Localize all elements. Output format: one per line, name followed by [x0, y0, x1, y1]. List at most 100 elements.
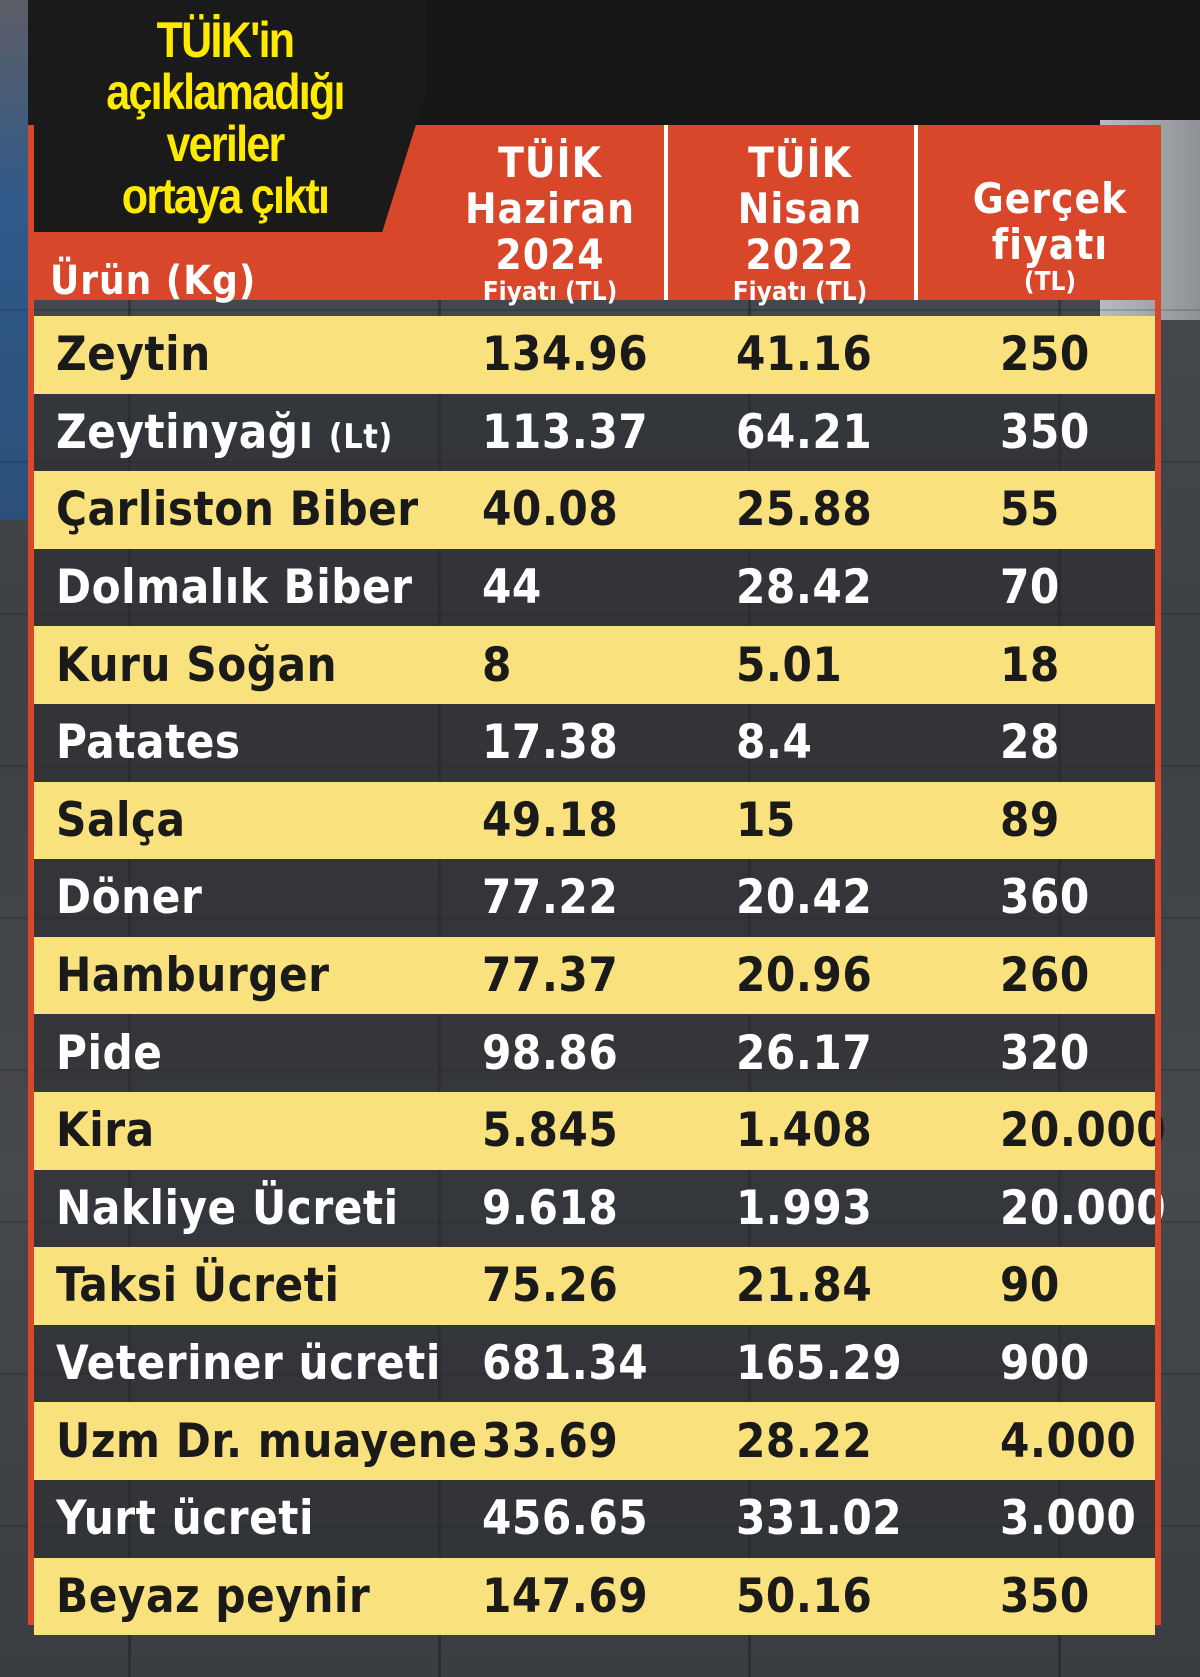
- col-head-line: fiyatı: [991, 220, 1109, 269]
- column-header-product: Ürün (Kg): [50, 258, 257, 304]
- table-row: Döner 77.22 20.42 360: [34, 859, 1155, 937]
- product-name: Zeytin: [56, 327, 211, 383]
- product-name: Yurt ücreti: [56, 1491, 315, 1547]
- column-header-real-price: Gerçek fiyatı (TL): [930, 174, 1170, 297]
- price-real: 260: [1000, 948, 1090, 1004]
- price-tuik-2024: 134.96: [482, 327, 649, 383]
- product-name: Nakliye Ücreti: [56, 1180, 399, 1236]
- headline-line-4: ortaya çıktı: [121, 168, 330, 224]
- column-divider: [914, 125, 918, 300]
- price-tuik-2024: 75.26: [482, 1258, 619, 1314]
- price-tuik-2022: 1.408: [736, 1103, 873, 1159]
- price-tuik-2022: 28.42: [736, 560, 873, 616]
- title-panel: [28, 0, 426, 232]
- col-head-line: TÜİK: [748, 138, 852, 187]
- col-head-line: 2024: [495, 230, 605, 279]
- price-tuik-2022: 5.01: [736, 637, 843, 693]
- table-row: Nakliye Ücreti 9.618 1.993 20.000: [34, 1169, 1166, 1248]
- col-head-line: Gerçek: [972, 174, 1128, 223]
- product-name: Veteriner ücreti: [56, 1336, 441, 1392]
- table-row: Salça 49.18 15 89: [34, 781, 1155, 860]
- headline-line-3: veriler: [166, 116, 285, 172]
- headline: TÜİK'in açıklamadığı veriler ortaya çıkt…: [66, 14, 384, 222]
- col-head-line: Haziran: [464, 184, 636, 233]
- product-name: Çarliston Biber: [56, 482, 419, 538]
- product-name: Kira: [56, 1103, 155, 1159]
- column-header-tuik-2022: TÜİK Nisan 2022 Fiyatı (TL): [680, 138, 920, 307]
- col-head-line: Nisan: [737, 184, 863, 233]
- column-divider: [664, 125, 668, 300]
- price-tuik-2024: 98.86: [482, 1025, 619, 1081]
- table-row: Kuru Soğan 8 5.01 18: [34, 626, 1155, 704]
- price-tuik-2024: 147.69: [482, 1568, 649, 1624]
- price-tuik-2024: 681.34: [482, 1336, 649, 1392]
- price-real: 55: [1000, 482, 1060, 538]
- product-name: Hamburger: [56, 948, 330, 1004]
- price-tuik-2024: 17.38: [482, 715, 619, 771]
- price-tuik-2022: 165.29: [736, 1336, 903, 1392]
- table-row: Pide 98.86 26.17 320: [34, 1014, 1155, 1092]
- price-real: 90: [1000, 1258, 1060, 1314]
- col-head-line: TÜİK: [498, 138, 602, 187]
- price-tuik-2022: 8.4: [736, 715, 813, 771]
- price-tuik-2024: 9.618: [482, 1180, 619, 1236]
- table-row: Kira 5.845 1.408 20.000: [34, 1091, 1166, 1170]
- table-row: Veteriner ücreti 681.34 165.29 900: [34, 1324, 1155, 1403]
- product-name: Pide: [56, 1025, 163, 1081]
- price-tuik-2022: 15: [736, 792, 796, 848]
- table-row: Taksi Ücreti 75.26 21.84 90: [34, 1247, 1155, 1325]
- product-name: Dolmalık Biber: [56, 560, 413, 616]
- product-name: Patates: [56, 715, 241, 771]
- price-real: 3.000: [1000, 1491, 1137, 1547]
- product-name: Döner: [56, 870, 203, 926]
- column-header-tuik-2024: TÜİK Haziran 2024 Fiyatı (TL): [430, 138, 670, 307]
- col-head-line: 2022: [745, 230, 855, 279]
- product-name: Uzm Dr. muayene: [56, 1413, 478, 1469]
- price-tuik-2024: 49.18: [482, 792, 619, 848]
- table-row: Dolmalık Biber 44 28.42 70: [34, 548, 1155, 627]
- background-photo-left: [0, 0, 30, 520]
- table-row: Çarliston Biber 40.08 25.88 55: [34, 471, 1155, 549]
- price-tuik-2022: 25.88: [736, 482, 873, 538]
- price-tuik-2022: 41.16: [736, 327, 873, 383]
- table-row: Beyaz peynir 147.69 50.16 350: [34, 1557, 1155, 1636]
- price-tuik-2024: 77.37: [482, 948, 619, 1004]
- price-tuik-2022: 20.96: [736, 948, 873, 1004]
- price-tuik-2024: 33.69: [482, 1413, 619, 1469]
- price-real: 250: [1000, 327, 1090, 383]
- price-tuik-2022: 1.993: [736, 1180, 873, 1236]
- price-real: 70: [1000, 560, 1060, 616]
- price-tuik-2022: 20.42: [736, 870, 873, 926]
- table-row: Zeytinyağı (Lt) 113.37 64.21 350: [34, 393, 1155, 472]
- product-name: Kuru Soğan: [56, 637, 338, 693]
- price-tuik-2024: 8: [482, 637, 512, 693]
- price-real: 18: [1000, 637, 1060, 693]
- price-tuik-2024: 5.845: [482, 1103, 619, 1159]
- price-real: 20.000: [1000, 1103, 1167, 1159]
- product-name-text: Zeytinyağı: [56, 404, 314, 460]
- price-real: 900: [1000, 1336, 1090, 1392]
- table-row: Yurt ücreti 456.65 331.02 3.000: [34, 1479, 1155, 1558]
- price-tuik-2024: 40.08: [482, 482, 619, 538]
- price-real: 20.000: [1000, 1180, 1167, 1236]
- price-real: 89: [1000, 792, 1060, 848]
- price-tuik-2024: 456.65: [482, 1491, 649, 1547]
- price-tuik-2022: 331.02: [736, 1491, 903, 1547]
- product-name: Zeytinyağı (Lt): [56, 405, 393, 460]
- col-head-sub: Fiyatı (TL): [482, 277, 618, 307]
- price-table: Zeytin 134.96 41.16 250 Zeytinyağı (Lt) …: [34, 316, 1166, 1636]
- price-real: 28: [1000, 715, 1060, 771]
- price-tuik-2022: 64.21: [736, 404, 873, 460]
- price-real: 4.000: [1000, 1413, 1137, 1469]
- table-row: Zeytin 134.96 41.16 250: [34, 316, 1155, 394]
- headline-line-1: TÜİK'in: [156, 12, 295, 68]
- price-real: 350: [1000, 1568, 1090, 1624]
- price-tuik-2022: 21.84: [736, 1258, 873, 1314]
- product-name: Beyaz peynir: [56, 1568, 371, 1624]
- price-real: 360: [1000, 870, 1090, 926]
- headline-line-2: açıklamadığı: [106, 64, 345, 120]
- table-row: Hamburger 77.37 20.96 260: [34, 936, 1155, 1015]
- table-header-band-left: [28, 232, 428, 300]
- price-real: 320: [1000, 1025, 1090, 1081]
- col-head-sub: (TL): [1023, 267, 1077, 297]
